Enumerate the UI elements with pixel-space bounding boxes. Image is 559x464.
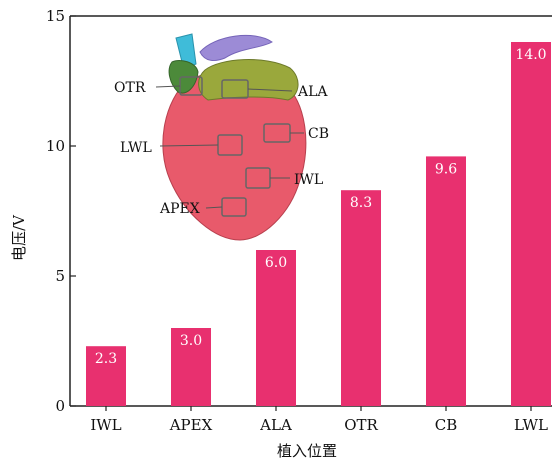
- bar: [256, 250, 296, 406]
- x-tick-label: CB: [435, 416, 458, 434]
- y-tick-label: 0: [55, 397, 65, 415]
- x-axis-ticks: IWL APEX ALA OTR CB LWL: [90, 406, 548, 434]
- heart-aorta-shape: [199, 34, 273, 61]
- y-tick-label: 5: [55, 267, 65, 285]
- bar: [511, 42, 551, 406]
- heart-inset-illustration: [162, 33, 307, 241]
- x-tick-label: APEX: [169, 416, 213, 434]
- y-tick-label: 10: [46, 137, 65, 155]
- annotation-leader-line: [247, 88, 293, 92]
- bar-data-label: 8.3: [350, 195, 372, 211]
- bar-data-label: 6.0: [265, 255, 287, 271]
- y-tick-label: 15: [46, 7, 65, 25]
- y-axis-ticks: 0 5 10 15: [46, 7, 76, 415]
- heart-annotation-layer: OTR ALA CB LWL IWL APEX: [114, 76, 329, 217]
- bar-data-label: 14.0: [515, 47, 546, 63]
- heart-vessel-shape: [175, 33, 197, 71]
- bar: [341, 190, 381, 406]
- y-axis-title: 电压/V: [10, 214, 28, 261]
- bar-data-label: 3.0: [180, 333, 202, 349]
- bars-group: [86, 42, 551, 406]
- bar-data-label: 9.6: [435, 161, 457, 177]
- annotation-label: OTR: [114, 80, 146, 96]
- x-tick-label: ALA: [259, 416, 292, 434]
- bar-data-label: 2.3: [95, 351, 117, 367]
- annotation-label: LWL: [120, 140, 152, 156]
- x-axis-title: 植入位置: [277, 442, 337, 460]
- bar-labels-group: 2.3 3.0 6.0 8.3 9.6 14.0: [95, 47, 547, 367]
- bar: [426, 156, 466, 406]
- bar: [86, 346, 126, 406]
- annotation-label: APEX: [159, 201, 200, 217]
- x-tick-label: LWL: [514, 416, 548, 434]
- annotation-label: IWL: [294, 172, 323, 188]
- annotation-label: CB: [308, 126, 329, 142]
- bar: [171, 328, 211, 406]
- annotation-leader-line: [155, 85, 181, 88]
- x-tick-label: IWL: [90, 416, 121, 434]
- annotation-leader-line: [159, 144, 219, 147]
- plot-frame: [69, 15, 552, 407]
- annotation-label: ALA: [297, 84, 328, 100]
- annotation-leader-line: [205, 206, 223, 209]
- x-tick-label: OTR: [344, 416, 378, 434]
